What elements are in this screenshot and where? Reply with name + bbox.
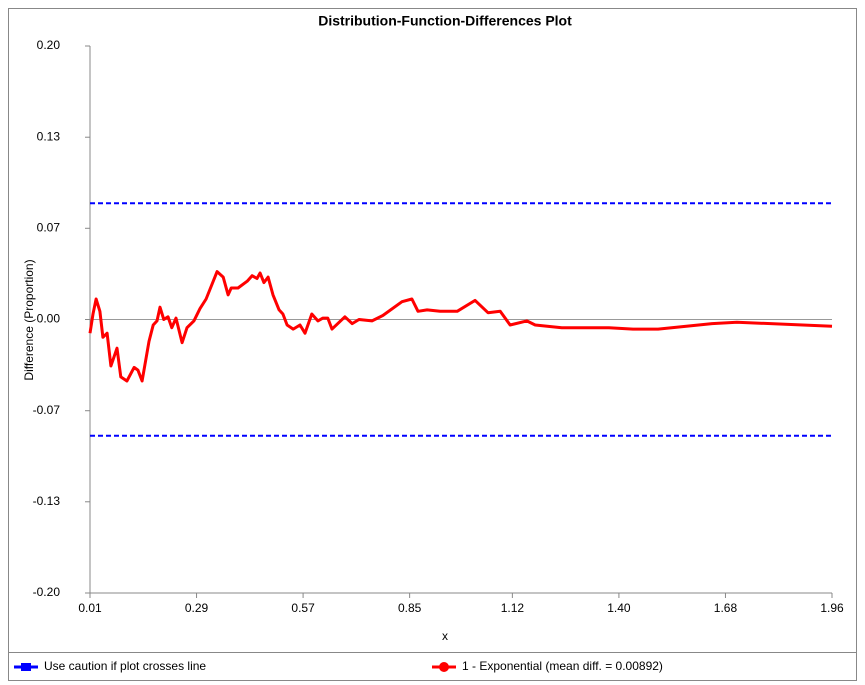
x-tick-label: 0.85 [398, 601, 422, 615]
x-tick-label: 0.29 [185, 601, 209, 615]
x-tick-label: 1.40 [607, 601, 631, 615]
x-tick-label: 1.68 [714, 601, 738, 615]
x-tick-label: 1.12 [501, 601, 525, 615]
x-tick-label: 0.57 [291, 601, 315, 615]
y-tick-label: 0.13 [37, 129, 61, 143]
y-tick-label: -0.07 [33, 403, 61, 417]
x-tick-label: 1.96 [820, 601, 844, 615]
x-tick-label: 0.01 [78, 601, 102, 615]
x-axis-label: x [442, 629, 448, 643]
y-tick-label: 0.20 [37, 38, 61, 52]
legend-label: Use caution if plot crosses line [44, 659, 206, 673]
y-tick-label: -0.20 [33, 585, 61, 599]
y-tick-label: -0.13 [33, 494, 61, 508]
y-tick-label: 0.00 [37, 312, 61, 326]
legend-swatch [439, 662, 449, 672]
chart-border [8, 8, 857, 681]
y-axis-label: Difference (Proportion) [22, 259, 36, 380]
legend-swatch [21, 663, 31, 671]
legend-label: 1 - Exponential (mean diff. = 0.00892) [462, 659, 663, 673]
y-tick-label: 0.07 [37, 220, 61, 234]
data-line [88, 270, 833, 383]
chart-title: Distribution-Function-Differences Plot [318, 13, 572, 29]
